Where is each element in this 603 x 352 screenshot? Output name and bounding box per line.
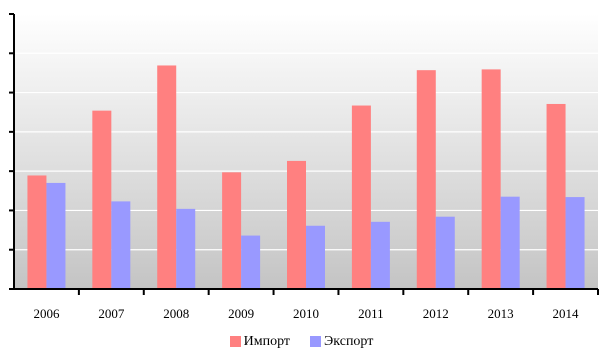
- bar-chart: 2006 2007 2008 2009 2010 2011 2012 2013 2014: [9, 13, 599, 321]
- bar-import-2006: [27, 175, 47, 289]
- bar-import-2010: [287, 160, 306, 289]
- bars: [27, 65, 585, 290]
- legend: Импорт Экспорт: [0, 331, 603, 352]
- x-tick-label: 2011: [358, 306, 384, 321]
- legend-label-import: Импорт: [243, 333, 291, 349]
- bar-import-2008: [157, 65, 177, 289]
- bar-import-2012: [416, 70, 436, 289]
- bar-import-2009: [222, 172, 242, 289]
- bar-export-2008: [176, 208, 196, 289]
- bar-export-2009: [241, 235, 261, 289]
- x-tick-label: 2014: [553, 306, 580, 321]
- x-tick-label: 2010: [293, 306, 319, 321]
- x-tick-label: 2006: [33, 306, 60, 321]
- legend-item-export: Экспорт: [310, 334, 373, 350]
- x-tick-label: 2012: [423, 306, 449, 321]
- x-tick-label: 2008: [163, 306, 189, 321]
- bar-export-2006: [46, 182, 66, 289]
- legend-item-import: Импорт: [229, 333, 291, 350]
- bar-export-2014: [565, 197, 585, 289]
- bar-export-2007: [111, 201, 131, 289]
- legend-label-export: Экспорт: [324, 333, 374, 349]
- bar-export-2010: [306, 225, 325, 289]
- bar-import-2007: [92, 110, 112, 290]
- legend-swatch-export: [310, 336, 322, 347]
- bar-export-2012: [435, 216, 455, 289]
- x-tick-label: 2013: [488, 306, 514, 321]
- axes: [9, 13, 599, 295]
- bar-import-2014: [546, 103, 566, 289]
- x-tick-label: 2009: [228, 306, 254, 321]
- bar-import-2013: [481, 69, 501, 290]
- legend-swatch-import: [229, 336, 241, 347]
- bar-export-2011: [370, 221, 390, 289]
- bar-import-2011: [351, 105, 371, 290]
- x-tick-label: 2007: [98, 306, 125, 321]
- bar-export-2013: [500, 196, 520, 289]
- x-tick-labels: 2006 2007 2008 2009 2010 2011 2012 2013 2014: [33, 306, 579, 321]
